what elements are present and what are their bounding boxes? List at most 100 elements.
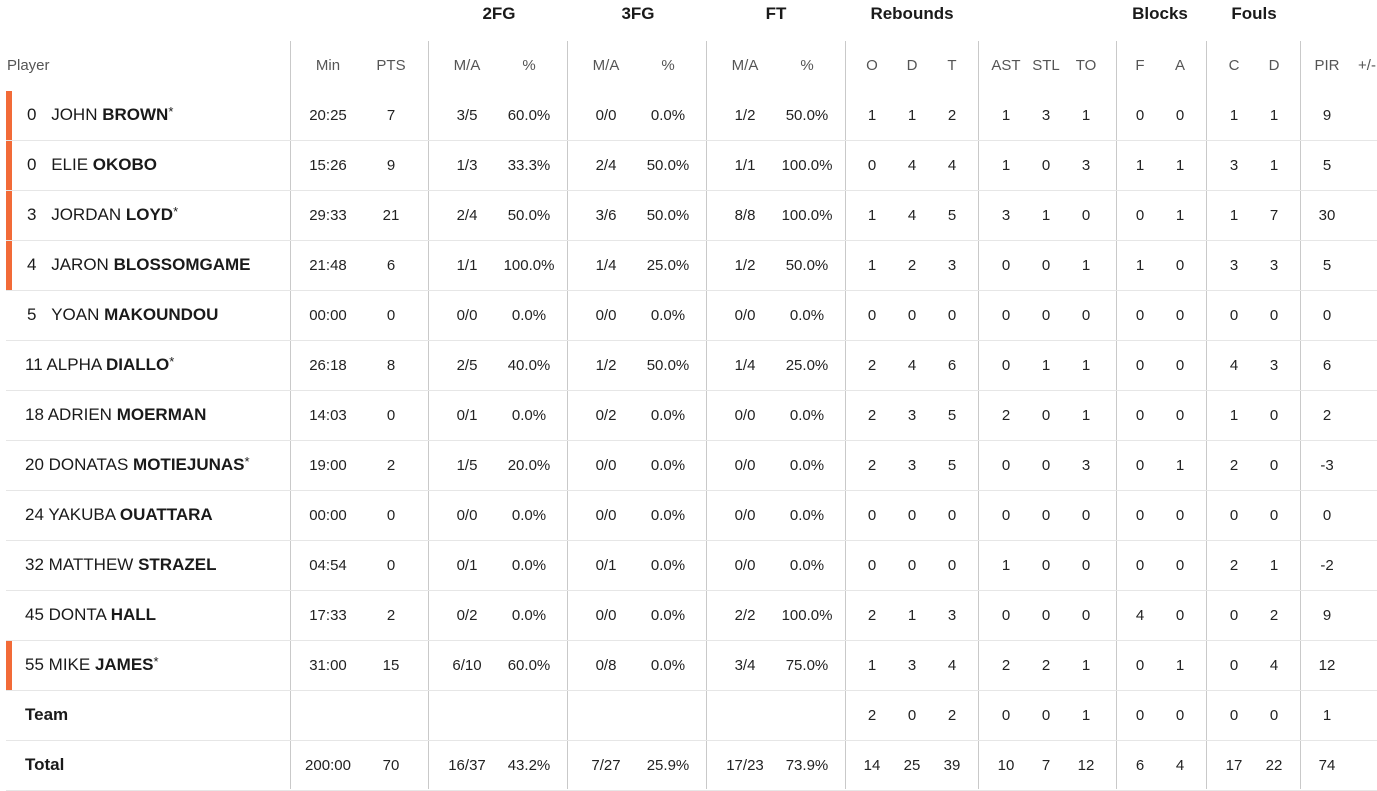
stat-fg3-pct: 25.9% (646, 757, 690, 774)
player-first-name: JARON (51, 255, 109, 274)
column-header-reb-o[interactable]: O (866, 57, 878, 74)
stat-blk-a: 0 (1175, 557, 1185, 574)
table-row[interactable]: 4 JARON BLOSSOMGAME 21:48 6 1/1 100.0% 1/4 25.… (6, 241, 1377, 291)
table-row[interactable]: 11 ALPHA DIALLO* 26:18 8 2/5 40.0% 1/2 50.0% 1/… (6, 341, 1377, 391)
player-last-name: OUATTARA (119, 505, 213, 524)
stat-foul-d: 0 (1269, 307, 1279, 324)
player-first-name: YOAN (51, 305, 100, 324)
stat-pir: 5 (1322, 157, 1332, 174)
column-header-fg2-ma[interactable]: M/A (453, 57, 481, 74)
stat-blk-f: 0 (1135, 107, 1145, 124)
stat-ft-ma: 1/2 (734, 107, 756, 124)
group-header-ft: FT (765, 4, 787, 23)
player-name-link[interactable]: 32 MATTHEW STRAZEL (25, 553, 216, 577)
stat-reb-d: 2 (907, 257, 917, 274)
player-name-link[interactable]: 5 YOAN MAKOUNDOU (27, 303, 218, 327)
stat-pts: 6 (386, 257, 396, 274)
stat-blk-f: 0 (1135, 357, 1145, 374)
table-row[interactable]: 55 MIKE JAMES* 31:00 15 6/10 60.0% 0/8 0.0% 3/4… (6, 641, 1377, 691)
table-row[interactable]: 0 ELIE OKOBO 15:26 9 1/3 33.3% 2/4 50.0% 1/1 100… (6, 141, 1377, 191)
column-header-fg3-ma[interactable]: M/A (592, 57, 620, 74)
column-header-ast[interactable]: AST (991, 57, 1021, 74)
stat-to: 1 (1081, 107, 1091, 124)
stat-ft-ma: 1/2 (734, 257, 756, 274)
column-header-foul-d[interactable]: D (1268, 57, 1280, 74)
stat-reb-o: 1 (867, 207, 877, 224)
column-header-pm[interactable]: +/- (1358, 57, 1376, 74)
stat-fg2-ma: 1/1 (456, 257, 478, 274)
column-header-reb-t[interactable]: T (947, 57, 957, 74)
stat-stl: 1 (1041, 207, 1051, 224)
stat-fg2-ma: 0/1 (456, 557, 478, 574)
column-header-reb-d[interactable]: D (906, 57, 918, 74)
player-name-link[interactable]: 18 ADRIEN MOERMAN (25, 403, 206, 427)
column-divider (428, 41, 429, 789)
column-header-pir[interactable]: PIR (1314, 57, 1340, 74)
column-header-pts[interactable]: PTS (376, 57, 406, 74)
stat-to: 1 (1081, 657, 1091, 674)
stat-ft-pct: 50.0% (785, 107, 829, 124)
player-name-link[interactable]: 0 ELIE OKOBO (27, 153, 157, 177)
stat-reb-o: 2 (867, 607, 877, 624)
column-header-fg2-pct[interactable]: % (522, 57, 536, 74)
table-row[interactable]: 0 JOHN BROWN* 20:25 7 3/5 60.0% 0/0 0.0% 1/2 50.… (6, 91, 1377, 141)
stat-reb-t: 2 (947, 707, 957, 724)
stat-fg2-pct: 33.3% (507, 157, 551, 174)
table-row[interactable]: 3 JORDAN LOYD* 29:33 21 2/4 50.0% 3/6 50.0% 8/8… (6, 191, 1377, 241)
column-header-blk-a[interactable]: A (1174, 57, 1185, 74)
stat-ast: 2 (1001, 657, 1011, 674)
table-row[interactable]: 5 YOAN MAKOUNDOU 00:00 0 0/0 0.0% 0/0 0.0% 0/0 0… (6, 291, 1377, 341)
player-name-link[interactable]: 11 ALPHA DIALLO* (25, 353, 174, 377)
stat-pir: 6 (1322, 357, 1332, 374)
table-row[interactable]: 32 MATTHEW STRAZEL 04:54 0 0/1 0.0% 0/1 0.0% 0/… (6, 541, 1377, 591)
player-last-name: DIALLO (106, 355, 170, 374)
column-header-to[interactable]: TO (1075, 57, 1097, 74)
stat-reb-t: 3 (947, 607, 957, 624)
table-row[interactable]: 20 DONATAS MOTIEJUNAS* 19:00 2 1/5 20.0% 0/0 0… (6, 441, 1377, 491)
player-number: 4 (27, 255, 37, 274)
stat-to: 1 (1081, 707, 1091, 724)
player-first-name: JORDAN (51, 205, 122, 224)
stat-foul-d: 0 (1269, 457, 1279, 474)
group-header-blocks: Blocks (1132, 4, 1188, 23)
table-row[interactable]: 45 DONTA HALL 17:33 2 0/2 0.0% 0/0 0.0% 2/2 100.… (6, 591, 1377, 641)
stat-ast: 0 (1001, 707, 1011, 724)
player-number: 55 (25, 655, 44, 674)
player-name-link[interactable]: 0 JOHN BROWN* (27, 103, 173, 127)
stat-foul-c: 1 (1229, 107, 1239, 124)
player-name-link[interactable]: 55 MIKE JAMES* (25, 653, 159, 677)
column-header-ft-pct[interactable]: % (800, 57, 814, 74)
column-header-stl[interactable]: STL (1032, 57, 1060, 74)
column-header-player[interactable]: Player (7, 57, 50, 74)
player-name-link[interactable]: 3 JORDAN LOYD* (27, 203, 178, 227)
stat-min: 00:00 (309, 507, 347, 524)
stat-reb-o: 0 (867, 557, 877, 574)
stat-reb-t: 5 (947, 457, 957, 474)
stat-ft-pct: 0.0% (789, 407, 825, 424)
stat-reb-d: 3 (907, 657, 917, 674)
stat-to: 12 (1077, 757, 1095, 774)
stat-fg3-pct: 0.0% (650, 407, 686, 424)
stat-ft-pct: 50.0% (785, 257, 829, 274)
column-header-min[interactable]: Min (315, 57, 341, 74)
player-name-link[interactable]: 45 DONTA HALL (25, 603, 156, 627)
player-first-name: ALPHA (46, 355, 102, 374)
column-header-fg3-pct[interactable]: % (661, 57, 675, 74)
stat-ast: 0 (1001, 257, 1011, 274)
table-row[interactable]: 18 ADRIEN MOERMAN 14:03 0 0/1 0.0% 0/2 0.0% 0/0… (6, 391, 1377, 441)
column-header-blk-f[interactable]: F (1135, 57, 1145, 74)
player-name-link[interactable]: 24 YAKUBA OUATTARA (25, 503, 213, 527)
stat-fg3-ma: 0/8 (595, 657, 617, 674)
stat-ft-ma: 1/4 (734, 357, 756, 374)
stat-stl: 0 (1041, 457, 1051, 474)
stat-reb-d: 1 (907, 107, 917, 124)
stat-pts: 0 (386, 557, 396, 574)
stat-blk-f: 0 (1135, 207, 1145, 224)
table-row[interactable]: 24 YAKUBA OUATTARA 00:00 0 0/0 0.0% 0/0 0.0% 0/… (6, 491, 1377, 541)
player-name-link[interactable]: 20 DONATAS MOTIEJUNAS* (25, 453, 250, 477)
stat-foul-c: 1 (1229, 207, 1239, 224)
stat-fg2-ma: 3/5 (456, 107, 478, 124)
column-header-foul-c[interactable]: C (1228, 57, 1240, 74)
column-header-ft-ma[interactable]: M/A (731, 57, 759, 74)
player-name-link[interactable]: 4 JARON BLOSSOMGAME (27, 253, 251, 277)
